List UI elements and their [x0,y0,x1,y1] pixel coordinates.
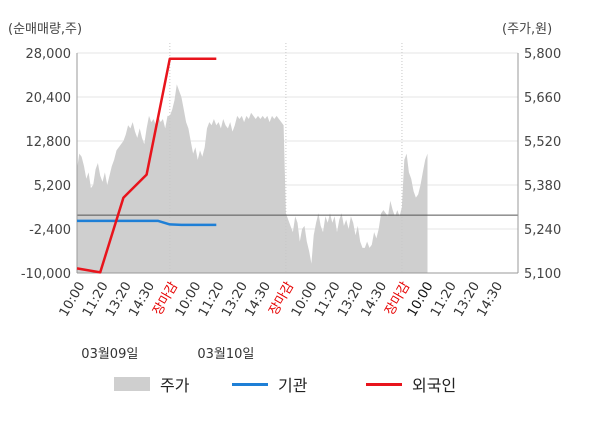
date-label: 03월10일 [197,347,254,362]
legend-item-institution: 기관 [232,372,307,396]
right-tick-label: 5,380 [524,179,561,194]
right-tick-label: 5,100 [524,267,561,282]
left-axis-unit: (순매매량,주) [8,22,83,37]
left-tick-label: -2,400 [29,223,71,238]
right-tick-label: 5,520 [524,135,561,150]
left-tick-label: 12,800 [26,135,72,150]
left-tick-label: 28,000 [26,47,72,62]
right-axis-unit: (주가,원) [502,22,553,37]
legend-item-foreign: 외국인 [366,372,456,396]
chart-legend: 주가 기관 외국인 [0,372,600,402]
left-tick-label: 20,400 [26,91,72,106]
right-tick-label: 5,240 [524,223,561,238]
left-tick-label: -10,000 [21,267,71,282]
legend-item-price: 주가 [114,372,189,396]
date-label: 03월09일 [81,347,138,362]
left-tick-label: 5,200 [34,179,71,194]
foreign-line [76,57,217,274]
investor-trading-chart: 28,000 20,400 12,800 5,200 -2,400 -10,000 5,80… [21,43,561,362]
legend-swatch-foreign [366,382,402,386]
institution-line [77,219,217,227]
legend-label-foreign: 외국인 [412,376,457,395]
legend-swatch-price [114,377,150,391]
legend-label-price: 주가 [160,376,190,395]
right-tick-label: 5,800 [524,47,561,62]
legend-swatch-institution [232,382,268,386]
price-area [77,84,428,274]
right-tick-label: 5,660 [524,91,561,106]
legend-label-institution: 기관 [278,376,308,395]
